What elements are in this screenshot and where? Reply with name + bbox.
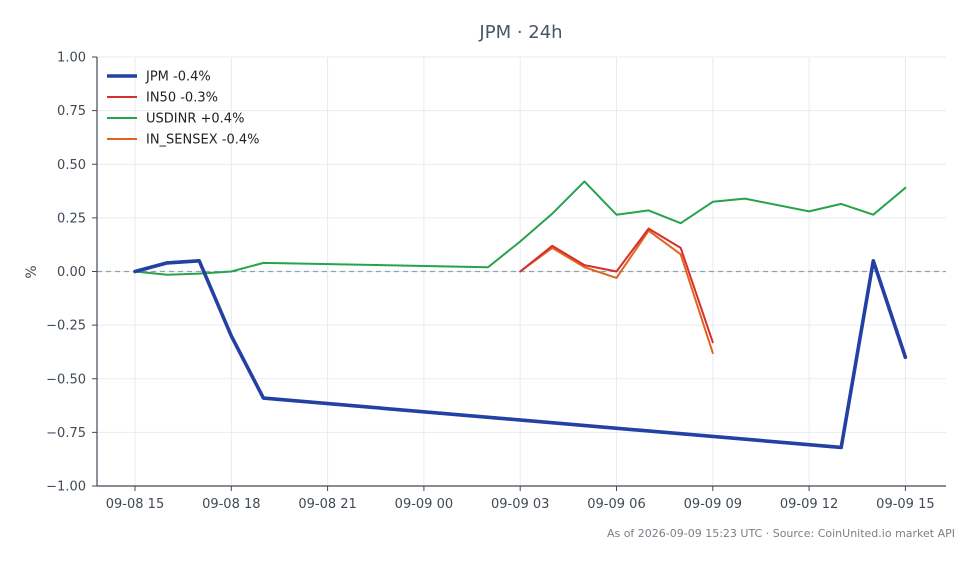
series-line-in-sensex bbox=[519, 229, 714, 354]
x-tick-label: 09-09 00 bbox=[395, 497, 453, 512]
series-line-usdinr bbox=[134, 180, 907, 276]
series-line-jpm bbox=[133, 258, 908, 450]
x-tick-label: 09-08 21 bbox=[298, 497, 356, 512]
legend-label: USDINR +0.4% bbox=[146, 112, 244, 127]
x-tick-label: 09-09 06 bbox=[587, 497, 645, 512]
legend-label: IN_SENSEX -0.4% bbox=[146, 133, 259, 148]
y-tick-label: 0.50 bbox=[57, 158, 86, 173]
legend-label: IN50 -0.3% bbox=[146, 91, 218, 106]
y-tick-label: −0.50 bbox=[46, 372, 86, 387]
legend-label: JPM -0.4% bbox=[145, 70, 211, 85]
y-tick-label: −0.75 bbox=[46, 426, 86, 441]
x-tick-label: 09-09 12 bbox=[780, 497, 838, 512]
x-tick-label: 09-08 15 bbox=[106, 497, 164, 512]
axes: −1.00 −0.75 −0.50 −0.25 0.00 0.25 0.50 0.75 1.00… bbox=[46, 51, 946, 512]
source-annotation: As of 2026-09-09 15:23 UTC · Source: Coi… bbox=[607, 527, 955, 540]
y-tick-label: 1.00 bbox=[57, 51, 86, 66]
y-tick-label: 0.75 bbox=[57, 104, 86, 119]
x-tick-label: 09-09 15 bbox=[876, 497, 934, 512]
y-tick-label: −1.00 bbox=[46, 480, 86, 495]
y-tick-label: 0.25 bbox=[57, 211, 86, 226]
y-tick-label: −0.25 bbox=[46, 319, 86, 334]
series-line-in50 bbox=[519, 227, 714, 344]
y-tick-label: 0.00 bbox=[57, 265, 86, 280]
x-tick-label: 09-09 09 bbox=[684, 497, 742, 512]
series-lines bbox=[133, 180, 908, 450]
y-axis-label: % bbox=[24, 265, 40, 278]
legend: JPM -0.4% IN50 -0.3% USDINR +0.4% IN_SENSEX… bbox=[107, 70, 259, 148]
x-tick-label: 09-08 18 bbox=[202, 497, 260, 512]
x-tick-label: 09-09 03 bbox=[491, 497, 549, 512]
chart-title: JPM · 24h bbox=[478, 22, 562, 43]
